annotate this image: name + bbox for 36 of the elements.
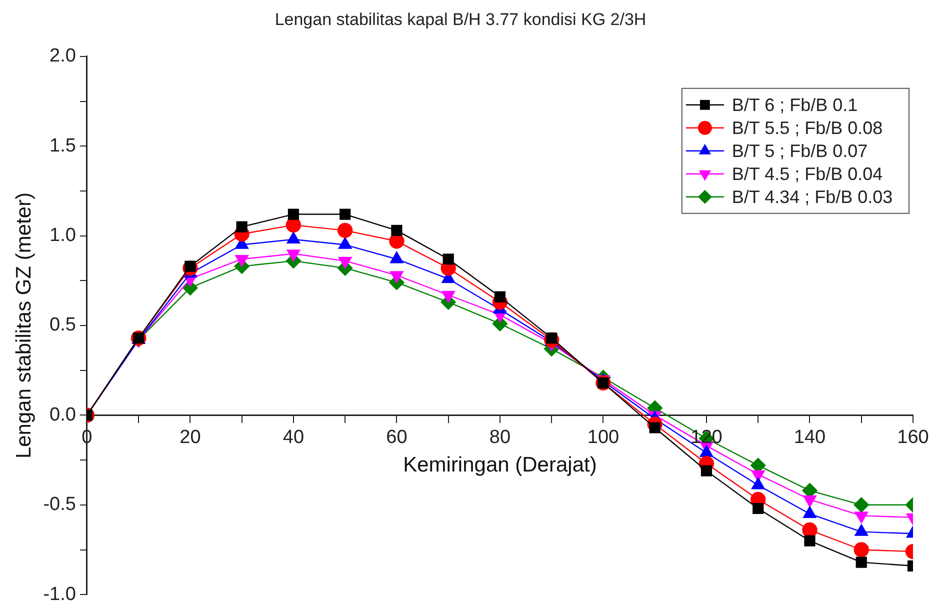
point [804, 535, 816, 546]
point [494, 291, 506, 302]
y-tick-label: 2.0 [50, 46, 76, 67]
legend-label: B/T 5 ; Fb/B 0.07 [732, 140, 868, 161]
x-tick-label: 160 [897, 426, 929, 448]
point [340, 208, 351, 220]
x-axis-title: Kemiringan (Derajat) [403, 453, 597, 476]
legend-label: B/T 4.34 ; Fb/B 0.03 [732, 186, 893, 207]
point [752, 502, 764, 514]
y-tick-label: 1.5 [50, 135, 76, 156]
point [854, 542, 869, 558]
y-tick-label: -0.5 [43, 494, 76, 516]
x-tick-label: 20 [180, 426, 201, 448]
legend-label: B/T 4.5 ; Fb/B 0.04 [732, 164, 883, 184]
point [288, 208, 300, 220]
y-tick-label: 0.5 [50, 314, 76, 336]
legend-label: B/T 5.5 ; Fb/B 0.08 [732, 118, 883, 138]
point [442, 254, 454, 265]
y-tick-label: 1.0 [50, 225, 76, 246]
legend-label: B/T 6 ; Fb/B 0.1 [732, 94, 858, 115]
y-tick-label: 0.0 [50, 404, 76, 426]
point [700, 465, 712, 476]
point [236, 221, 248, 232]
y-tick-label: -1.0 [43, 584, 76, 605]
point [391, 224, 402, 236]
chart-title: Lengan stabilitas kapal B/H 3.77 kondisi KG 2/3H [274, 10, 646, 29]
point [854, 497, 869, 512]
x-tick-label: 140 [794, 426, 826, 448]
x-tick-label: 100 [587, 426, 620, 448]
x-tick-label: 40 [282, 426, 304, 448]
x-tick-label: 60 [386, 426, 408, 448]
point [389, 234, 404, 249]
y-axis-title: Lengan stabilitas GZ (meter) [12, 192, 36, 459]
x-tick-label: 80 [489, 426, 511, 448]
point [856, 556, 867, 568]
point [337, 222, 353, 238]
